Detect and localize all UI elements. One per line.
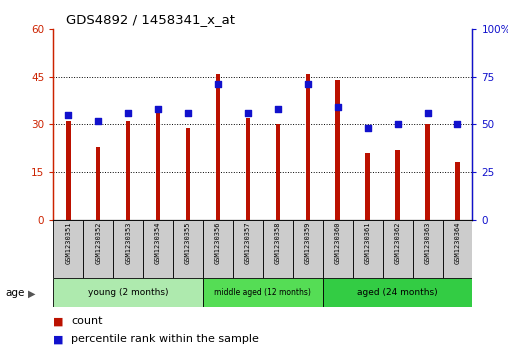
Point — [64, 112, 72, 118]
Text: middle aged (12 months): middle aged (12 months) — [214, 288, 311, 297]
Point — [364, 125, 372, 131]
Bar — [53, 220, 83, 278]
Text: age: age — [5, 288, 24, 298]
Bar — [83, 220, 113, 278]
Text: ■: ■ — [53, 334, 64, 344]
Text: GSM1230358: GSM1230358 — [275, 221, 281, 264]
Point — [94, 118, 102, 123]
Point — [184, 110, 192, 116]
Point — [244, 110, 252, 116]
Text: percentile rank within the sample: percentile rank within the sample — [71, 334, 259, 344]
Bar — [126, 121, 131, 220]
Bar — [425, 124, 430, 220]
Text: GSM1230362: GSM1230362 — [395, 221, 401, 264]
Bar — [263, 220, 293, 278]
Bar — [246, 118, 250, 220]
Bar — [305, 73, 310, 220]
Text: GSM1230359: GSM1230359 — [305, 221, 311, 264]
Bar — [156, 109, 161, 220]
Bar — [203, 278, 323, 307]
Bar — [353, 220, 383, 278]
Text: GSM1230355: GSM1230355 — [185, 221, 191, 264]
Text: aged (24 months): aged (24 months) — [357, 288, 438, 297]
Text: ▶: ▶ — [28, 288, 36, 298]
Text: GSM1230356: GSM1230356 — [215, 221, 221, 264]
Bar — [96, 147, 101, 220]
Text: count: count — [71, 316, 103, 326]
Bar — [173, 220, 203, 278]
Point — [274, 106, 282, 112]
Bar — [412, 220, 442, 278]
Text: GSM1230354: GSM1230354 — [155, 221, 161, 264]
Point — [454, 121, 462, 127]
Bar — [323, 220, 353, 278]
Point — [154, 106, 162, 112]
Bar — [186, 127, 190, 220]
Bar — [216, 73, 220, 220]
Text: GDS4892 / 1458341_x_at: GDS4892 / 1458341_x_at — [66, 13, 235, 26]
Bar — [395, 150, 400, 220]
Text: GSM1230353: GSM1230353 — [125, 221, 131, 264]
Bar — [276, 124, 280, 220]
Text: GSM1230364: GSM1230364 — [455, 221, 460, 264]
Text: GSM1230363: GSM1230363 — [425, 221, 431, 264]
Bar — [383, 220, 412, 278]
Text: GSM1230357: GSM1230357 — [245, 221, 251, 264]
Text: GSM1230361: GSM1230361 — [365, 221, 371, 264]
Bar — [335, 80, 340, 220]
Text: GSM1230352: GSM1230352 — [95, 221, 101, 264]
Bar — [455, 162, 460, 220]
Bar — [233, 220, 263, 278]
Bar — [53, 278, 203, 307]
Bar — [203, 220, 233, 278]
Bar — [365, 153, 370, 220]
Bar — [143, 220, 173, 278]
Point — [424, 110, 432, 116]
Bar — [442, 220, 472, 278]
Point — [304, 81, 312, 87]
Text: GSM1230360: GSM1230360 — [335, 221, 341, 264]
Bar — [323, 278, 472, 307]
Text: ■: ■ — [53, 316, 64, 326]
Text: GSM1230351: GSM1230351 — [66, 221, 71, 264]
Point — [394, 121, 402, 127]
Bar — [66, 121, 71, 220]
Bar — [293, 220, 323, 278]
Point — [334, 104, 342, 110]
Point — [124, 110, 132, 116]
Point — [214, 81, 222, 87]
Text: young (2 months): young (2 months) — [88, 288, 169, 297]
Bar — [113, 220, 143, 278]
